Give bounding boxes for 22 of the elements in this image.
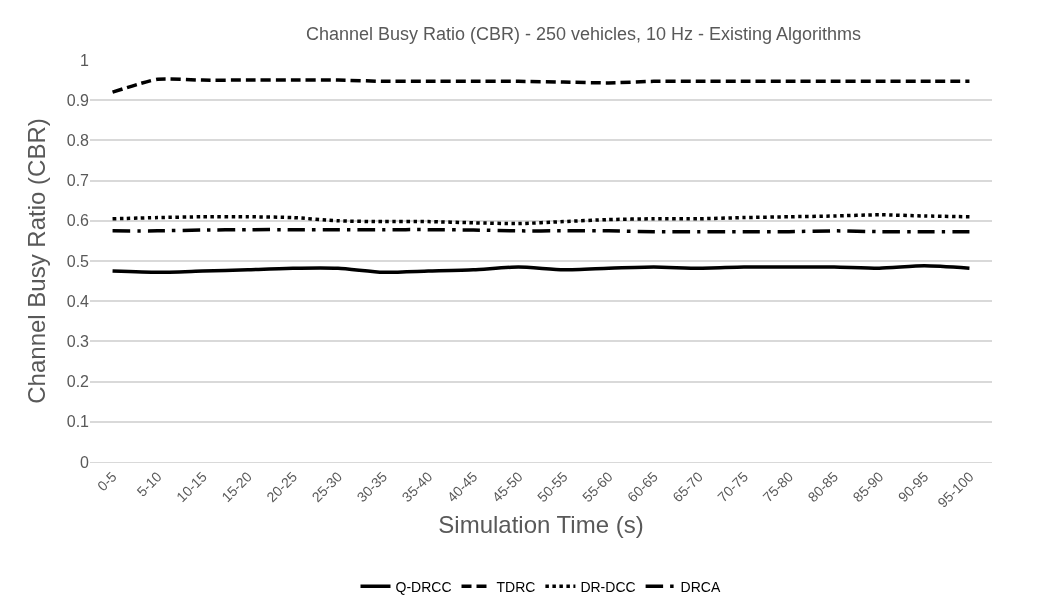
- legend-label: DRCA: [680, 578, 721, 595]
- y-tick-label: 0.4: [66, 292, 90, 310]
- y-axis-title: Channel Busy Ratio (CBR): [22, 118, 50, 404]
- y-tick-label: 0.3: [66, 333, 90, 350]
- y-tick-label: 0.1: [66, 413, 90, 431]
- legend-label: DR-DCC: [580, 578, 636, 595]
- line-series: [110, 213, 972, 226]
- y-tick-label: 0.8: [66, 132, 90, 149]
- x-tick-label: 0-5: [94, 468, 120, 495]
- x-axis-title: Simulation Time (s): [438, 511, 644, 538]
- line-series: [110, 264, 972, 275]
- legend-label: Q-DRCC: [395, 578, 452, 595]
- line-series: [110, 77, 972, 94]
- y-tick-label: 0.5: [66, 252, 90, 270]
- y-tick-label: 0.7: [66, 172, 90, 190]
- y-tick-label: 0.6: [66, 212, 90, 230]
- y-tick-label: 0: [80, 453, 90, 471]
- y-tick-label: 0.2: [66, 373, 90, 391]
- legend-label: TDRC: [496, 578, 536, 595]
- y-tick-label: 1: [80, 51, 90, 69]
- chart-title: Channel Busy Ratio (CBR) - 250 vehicles, 10 Hz - Existing Algorithms: [305, 24, 862, 45]
- y-tick-label: 0.9: [66, 91, 90, 109]
